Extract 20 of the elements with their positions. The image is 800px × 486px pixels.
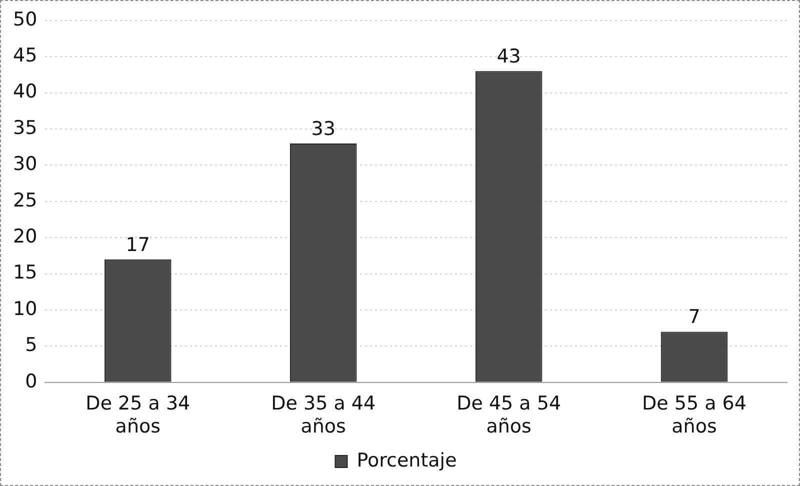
y-tick-label: 50	[12, 8, 38, 30]
y-tick-label: 10	[12, 298, 38, 320]
data-label: 33	[311, 118, 336, 140]
x-tick-label: De 55 a 64 años	[642, 392, 746, 438]
x-tick-label: De 45 a 54 años	[456, 392, 562, 438]
data-label: 7	[688, 306, 700, 328]
data-label: 43	[496, 46, 521, 68]
x-tick-label: De 35 a 44 años	[271, 392, 376, 438]
y-tick-label: 5	[25, 334, 38, 356]
y-tick-label: 0	[25, 370, 38, 392]
y-tick-label: 25	[12, 189, 38, 212]
y-tick-label: 35	[12, 116, 38, 139]
y-tick-label: 45	[12, 44, 38, 67]
y-tick-label: 15	[12, 262, 38, 284]
data-label: 17	[126, 234, 150, 256]
x-tick-label: De 25 a 34 años	[86, 392, 190, 438]
y-tick-label: 30	[12, 153, 38, 176]
y-tick-label: 40	[12, 80, 38, 103]
legend-label: Porcentaje	[356, 449, 457, 472]
y-tick-label: 20	[12, 226, 38, 248]
